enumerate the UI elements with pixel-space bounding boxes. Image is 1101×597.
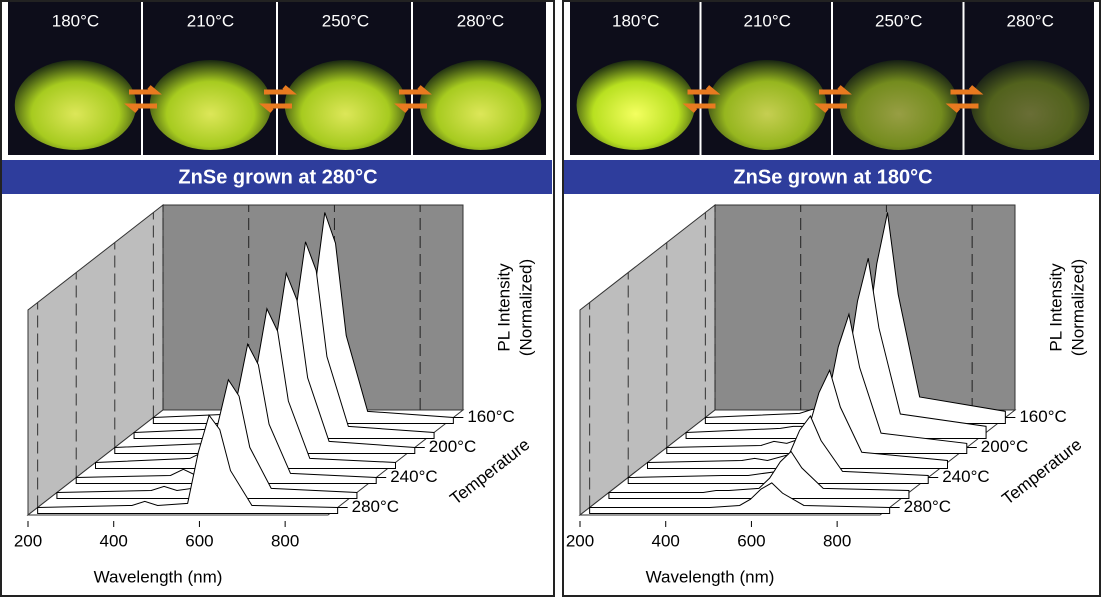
flask-glow — [150, 60, 272, 150]
photo-label: 250°C — [322, 11, 369, 30]
photo-label: 250°C — [875, 11, 922, 30]
x-tick-label: 400 — [100, 531, 128, 550]
banner-text: ZnSe grown at 280°C — [178, 166, 377, 188]
x-tick-label: 800 — [271, 531, 299, 550]
photo-label: 280°C — [1007, 11, 1054, 30]
photo-label: 280°C — [457, 11, 504, 30]
flask-glow — [15, 60, 137, 150]
x-tick-label: 600 — [737, 531, 765, 550]
photo-label: 180°C — [52, 11, 99, 30]
x-tick-label: 400 — [652, 531, 680, 550]
banner-text: ZnSe grown at 180°C — [733, 166, 932, 188]
y-axis-label: (Normalized) — [516, 259, 535, 356]
flask-glow — [971, 60, 1089, 150]
photo-label: 180°C — [612, 11, 659, 30]
x-axis-label: Wavelength (nm) — [94, 567, 223, 586]
y-axis-label: PL Intensity — [1046, 263, 1065, 352]
y-axis-label: (Normalized) — [1068, 259, 1087, 356]
z-tick-label: 200°C — [981, 437, 1028, 456]
z-tick-label: 280°C — [904, 497, 951, 516]
photo-label: 210°C — [744, 11, 791, 30]
flask-glow — [840, 60, 958, 150]
figure: 180°C 210°C 250°C 280°C ZnSe grown at 280°C 2… — [0, 0, 1101, 597]
x-axis-label: Wavelength (nm) — [646, 567, 775, 586]
z-tick-label: 160°C — [467, 407, 514, 426]
z-tick-label: 200°C — [429, 437, 476, 456]
flask-glow — [285, 60, 407, 150]
x-tick-label: 800 — [823, 531, 851, 550]
photo-label: 210°C — [187, 11, 234, 30]
x-tick-label: 200 — [566, 531, 594, 550]
x-tick-label: 600 — [185, 531, 213, 550]
flask-glow — [708, 60, 826, 150]
y-axis-label: PL Intensity — [494, 263, 513, 352]
z-tick-label: 280°C — [352, 497, 399, 516]
z-tick-label: 240°C — [390, 467, 437, 486]
x-tick-label: 200 — [14, 531, 42, 550]
flask-glow — [577, 60, 695, 150]
z-tick-label: 240°C — [942, 467, 989, 486]
z-tick-label: 160°C — [1019, 407, 1066, 426]
flask-glow — [420, 60, 542, 150]
